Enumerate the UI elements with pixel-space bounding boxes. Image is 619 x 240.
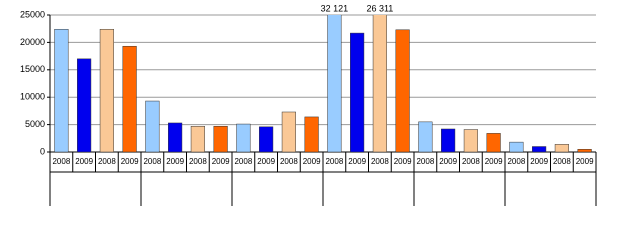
x-tick-label: 2009 [121,157,139,166]
x-tick-label: 2009 [348,157,366,166]
bar [327,15,342,152]
bar [554,144,569,152]
x-tick-label: 2009 [394,157,412,166]
x-tick-label: 2009 [439,157,457,166]
x-tick-label: 2008 [416,157,434,166]
bar [463,129,478,152]
x-tick-label: 2008 [507,157,525,166]
bars [54,15,592,152]
x-tick-label: 2009 [166,157,184,166]
bar [418,121,433,152]
labels: 0 5000 10000 15000 20000 25000 2008 2009 2008 200… [20,3,594,166]
x-tick-label: 2008 [98,157,116,166]
chart: 0 5000 10000 15000 20000 25000 2008 2009 2008 200… [20,3,597,206]
bar [236,123,251,152]
x-tick-label: 2009 [530,157,548,166]
x-tick-label: 2008 [234,157,252,166]
bar [441,128,456,152]
x-tick-label: 2008 [325,157,343,166]
bar [532,146,547,152]
bar [168,122,183,152]
bar [486,133,501,152]
x-tick-label: 2008 [280,157,298,166]
bar [350,32,365,152]
bar [259,126,274,152]
data-label: 32 121 [321,3,349,13]
bar [54,28,69,152]
x-tick-label: 2009 [303,157,321,166]
y-tick-label: 10000 [20,92,45,102]
x-tick-label: 2008 [189,157,207,166]
x-tick-label: 2008 [143,157,161,166]
bar [395,29,410,152]
x-tick-label: 2008 [462,157,480,166]
x-tick-label: 2009 [257,157,275,166]
y-tick-label: 20000 [20,37,45,47]
x-tick-label: 2009 [576,157,594,166]
bar [304,116,319,152]
bar [145,100,160,152]
x-tick-label: 2009 [485,157,503,166]
y-tick-label: 15000 [20,64,45,74]
bar [99,28,114,152]
x-tick-label: 2009 [212,157,230,166]
bar [281,111,296,152]
bar [577,149,592,152]
bar [509,141,524,152]
y-tick-label: 25000 [20,9,45,19]
x-tick-label: 2008 [553,157,571,166]
bar [122,45,137,152]
bar [77,58,92,152]
bar [190,125,205,152]
grid [47,14,597,206]
y-tick-label: 0 [40,146,45,156]
x-tick-label: 2009 [75,157,93,166]
x-tick-label: 2008 [52,157,70,166]
bar [372,15,387,152]
y-tick-label: 5000 [25,119,45,129]
data-label: 26 311 [366,3,393,13]
bar [213,125,228,152]
x-tick-label: 2008 [371,157,389,166]
